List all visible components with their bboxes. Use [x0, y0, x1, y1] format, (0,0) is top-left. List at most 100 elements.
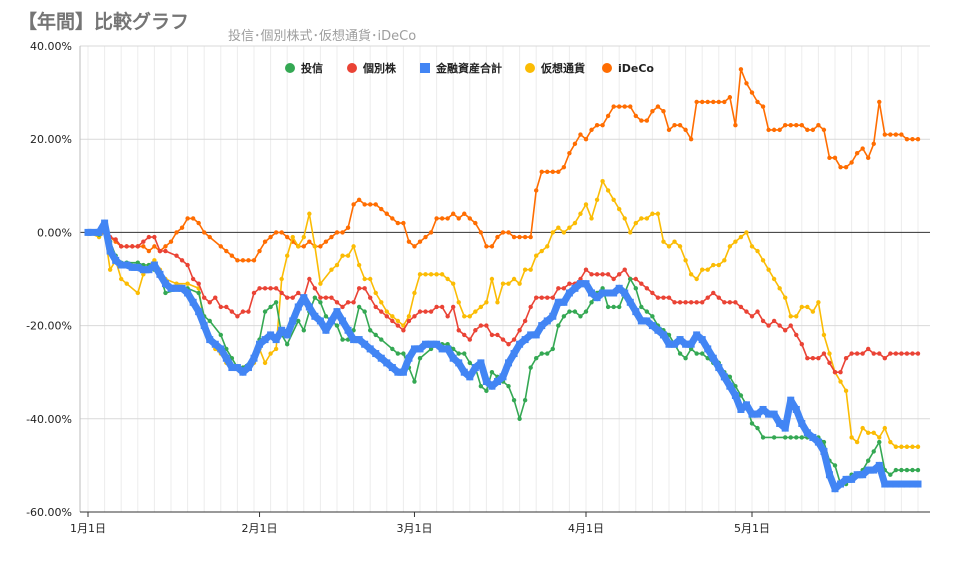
data-point [550, 230, 555, 235]
data-point [688, 272, 694, 277]
data-point [755, 248, 760, 254]
data-point [666, 127, 672, 133]
data-point [462, 332, 467, 338]
data-point [711, 262, 716, 268]
data-point [760, 258, 766, 263]
data-point [268, 304, 273, 310]
data-point [567, 150, 572, 156]
legend-label: 金融資産合計 [435, 61, 502, 75]
data-point [438, 345, 446, 353]
data-point [307, 211, 312, 216]
data-point [401, 351, 406, 356]
data-point [854, 150, 860, 156]
data-point [726, 382, 734, 390]
data-point [423, 272, 428, 277]
legend-item-1: 個別株 [347, 61, 397, 75]
data-point [600, 286, 605, 291]
data-point [738, 304, 744, 310]
data-point [561, 286, 567, 291]
data-point [556, 225, 561, 230]
data-point [676, 336, 684, 344]
data-point [312, 286, 318, 291]
data-point [882, 425, 887, 431]
data-point [755, 99, 760, 105]
data-point [589, 216, 594, 221]
data-point [605, 188, 611, 193]
data-point [794, 123, 799, 128]
series-4 [85, 67, 921, 263]
data-point [720, 373, 728, 381]
data-point [217, 345, 225, 353]
data-point [904, 351, 910, 356]
data-point [550, 169, 555, 175]
data-point [467, 337, 472, 342]
data-point [218, 304, 223, 310]
data-point [135, 290, 140, 296]
data-point [316, 317, 324, 325]
data-point [600, 178, 605, 184]
data-point [107, 267, 113, 272]
data-point [538, 322, 546, 330]
data-point [373, 290, 378, 296]
chart-subtitle: 投信･個別株式･仮想通貨･iDeCo [228, 29, 417, 44]
data-point [506, 383, 511, 389]
data-point [285, 234, 290, 240]
data-point [783, 328, 788, 333]
data-point [594, 197, 600, 202]
data-point [139, 266, 147, 274]
data-point [484, 300, 489, 305]
data-point [517, 234, 522, 240]
data-point [777, 323, 782, 328]
data-point [334, 230, 340, 235]
data-point [908, 480, 916, 488]
data-point [124, 244, 129, 249]
data-point [451, 281, 456, 286]
data-point [130, 244, 135, 249]
data-point [749, 314, 755, 319]
data-point [439, 216, 445, 221]
data-point [511, 397, 517, 403]
data-point [888, 351, 893, 356]
data-point [866, 458, 871, 463]
data-point [632, 308, 640, 316]
data-point [493, 378, 501, 386]
data-point [600, 272, 605, 277]
data-point [539, 295, 544, 300]
data-point [787, 396, 795, 404]
data-point [244, 364, 252, 372]
data-point [853, 471, 861, 479]
data-point [744, 81, 749, 86]
data-point [344, 326, 352, 334]
data-point [716, 99, 721, 105]
data-point [268, 351, 273, 356]
data-point [594, 272, 600, 277]
data-point [759, 405, 767, 413]
data-point [489, 244, 495, 249]
data-point [882, 356, 887, 361]
data-point [677, 123, 683, 128]
data-point [799, 342, 804, 347]
data-point [871, 430, 876, 435]
data-point [843, 164, 849, 170]
data-point [279, 276, 284, 282]
data-point [611, 304, 616, 310]
data-point [312, 244, 318, 249]
data-point [864, 466, 872, 474]
data-point [711, 290, 716, 296]
y-tick-label: -60.00% [26, 506, 72, 519]
data-point [290, 295, 295, 300]
data-point [428, 309, 434, 314]
data-point [434, 216, 439, 221]
data-point [478, 323, 484, 328]
data-point [218, 244, 223, 249]
data-point [700, 267, 705, 272]
data-point [257, 248, 262, 254]
data-point [113, 237, 118, 242]
data-point [639, 304, 644, 310]
data-point [384, 314, 389, 319]
data-point [639, 118, 644, 123]
data-point [843, 356, 849, 361]
data-point [484, 323, 489, 328]
data-point [749, 244, 755, 249]
data-point [228, 364, 236, 372]
